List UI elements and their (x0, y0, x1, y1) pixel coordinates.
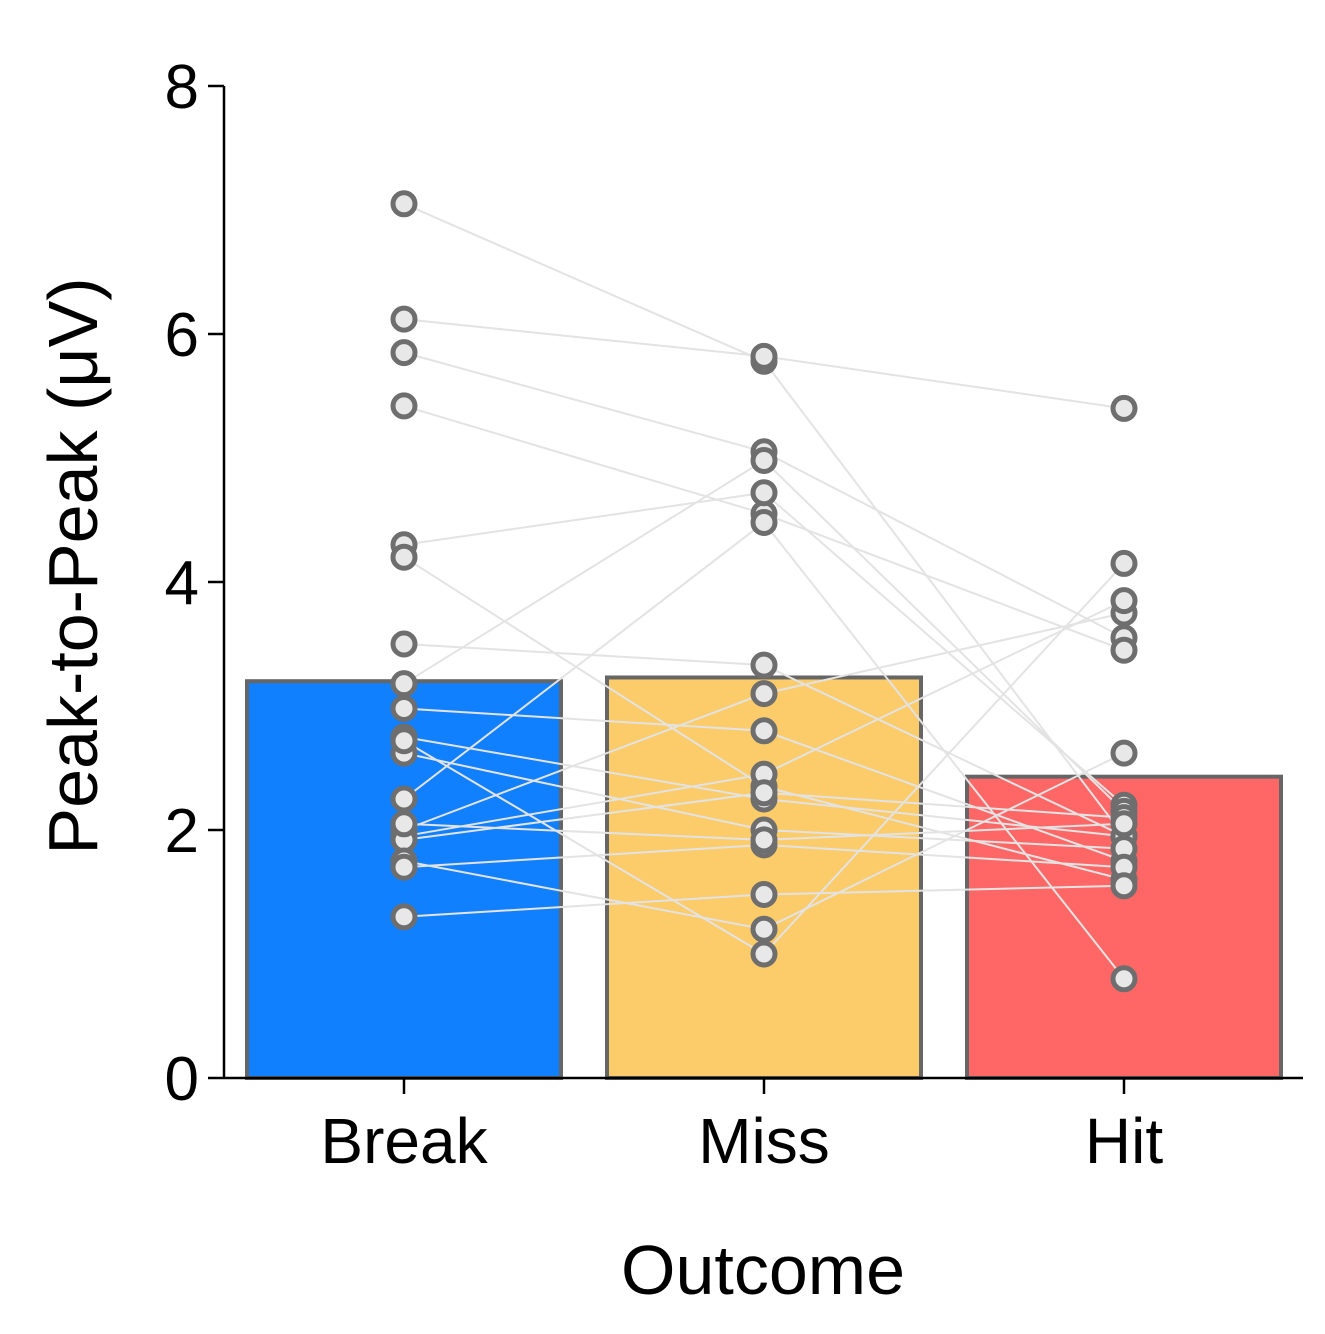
x-tick-label-miss: Miss (698, 1105, 830, 1177)
data-point-miss (750, 717, 778, 745)
data-point-miss (750, 651, 778, 679)
data-point-break (390, 305, 418, 333)
subject-line (763, 822, 1125, 841)
data-point-hit (1110, 965, 1138, 993)
subject-line (763, 521, 1125, 980)
data-point-miss (750, 680, 778, 708)
data-point-miss (750, 826, 778, 854)
data-point-hit (1110, 549, 1138, 577)
data-point-break (390, 785, 418, 813)
subject-line (403, 351, 765, 453)
data-point-break (390, 694, 418, 722)
data-point-hit (1110, 394, 1138, 422)
subject-line (763, 884, 1125, 896)
subject-line (763, 612, 1125, 695)
data-point-miss (750, 915, 778, 943)
y-tick-label: 8 (165, 53, 199, 122)
data-point-break (390, 853, 418, 881)
subject-line (403, 491, 765, 546)
data-point-break (390, 810, 418, 838)
data-point-break (390, 392, 418, 420)
subject-line (403, 843, 765, 869)
subject-line (763, 729, 1125, 862)
x-tick-label-break: Break (320, 1105, 488, 1177)
data-point-miss (750, 446, 778, 474)
subject-line (403, 404, 765, 515)
data-point-hit (1110, 636, 1138, 664)
data-point-break (390, 543, 418, 571)
y-tick-label: 0 (165, 1045, 199, 1114)
x-axis-title: Outcome (621, 1231, 905, 1309)
subject-line (403, 459, 765, 685)
data-point-miss (750, 342, 778, 370)
data-point-miss (750, 508, 778, 536)
ticks-layer: 0 2 4 6 8 Break Miss Hit (165, 53, 1164, 1177)
subject-line (763, 512, 1125, 652)
data-point-miss (750, 880, 778, 908)
data-point-break (390, 670, 418, 698)
subject-line (403, 752, 765, 831)
subject-line (763, 798, 1125, 838)
subject-line (403, 736, 765, 800)
subject-line (763, 843, 1125, 869)
subject-line (403, 521, 765, 800)
subject-lines-layer (403, 202, 1125, 980)
y-tick-label: 6 (165, 301, 199, 370)
data-point-break (390, 903, 418, 931)
subject-line (403, 202, 765, 363)
subject-line (763, 459, 1125, 813)
subject-line (403, 707, 765, 732)
y-axis-title: Peak-to-Peak (μV) (34, 277, 112, 854)
subject-line (403, 739, 765, 955)
data-point-hit (1110, 739, 1138, 767)
subject-line (403, 791, 765, 841)
data-point-break (390, 190, 418, 218)
subject-line (763, 562, 1125, 955)
data-point-break (390, 727, 418, 755)
subject-line (763, 791, 1125, 819)
subject-line (403, 556, 765, 788)
data-point-miss (750, 779, 778, 807)
data-point-hit (1110, 872, 1138, 900)
x-tick-label-hit: Hit (1085, 1105, 1163, 1177)
data-point-hit (1110, 587, 1138, 615)
subject-line (403, 893, 765, 918)
data-point-miss (750, 940, 778, 968)
subject-line (763, 752, 1125, 931)
points-layer (390, 190, 1138, 993)
data-point-break (390, 339, 418, 367)
data-point-break (390, 630, 418, 658)
subject-line (763, 355, 1125, 410)
subject-line (403, 822, 765, 841)
subject-line (763, 450, 1125, 639)
subject-line (403, 692, 765, 831)
subject-line (403, 318, 765, 358)
y-tick-label: 2 (165, 797, 199, 866)
data-point-miss (750, 479, 778, 507)
data-point-hit (1110, 810, 1138, 838)
subject-line (763, 360, 1125, 837)
y-tick-label: 4 (165, 549, 199, 618)
subject-line (763, 829, 1125, 850)
